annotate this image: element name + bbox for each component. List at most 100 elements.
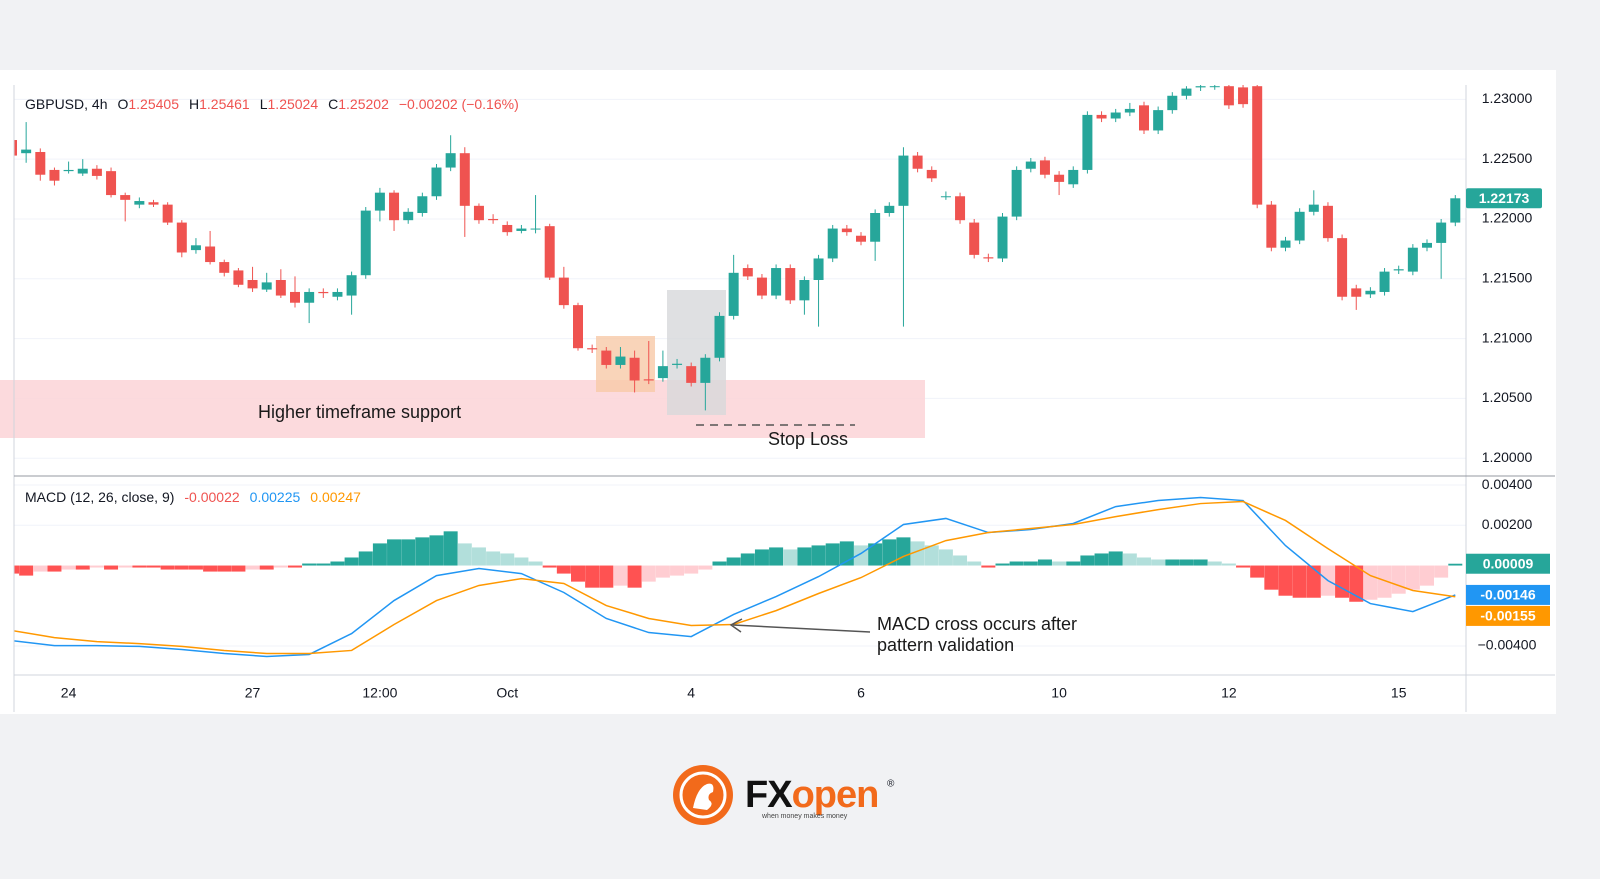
candle-body (431, 167, 442, 197)
candle-body (573, 305, 583, 349)
x-tick-label: Oct (496, 685, 518, 701)
histogram-bar (1094, 553, 1109, 566)
histogram-bar (1009, 561, 1024, 566)
histogram-bar (1250, 565, 1265, 578)
histogram-bar (203, 565, 218, 572)
histogram-bar (655, 565, 670, 578)
candle-body (332, 291, 343, 297)
histogram-bar (825, 543, 840, 566)
macd-note: pattern validation (877, 635, 1014, 655)
ohlc-value: 1.25405 (128, 96, 179, 112)
candle-body (1153, 110, 1164, 131)
candle-body (884, 205, 895, 214)
x-tick-label: 4 (687, 685, 695, 701)
histogram-bar (231, 565, 246, 572)
candle-body (488, 218, 499, 221)
histogram-bar (146, 565, 161, 568)
y-tick-label: 1.20500 (1482, 389, 1533, 405)
histogram-bar (1108, 551, 1123, 566)
arrow-head (729, 618, 743, 633)
candle-body (275, 280, 286, 296)
candle-body (657, 366, 668, 379)
logo-suffix: open (792, 774, 879, 816)
candle-body (502, 224, 513, 233)
candle-body (1365, 290, 1376, 295)
stop-loss-label: Stop Loss (768, 429, 848, 449)
logo-prefix: FX (745, 774, 793, 816)
histogram-bar (754, 549, 769, 566)
logo-icon-mark (693, 783, 714, 810)
candle-body (870, 213, 881, 242)
candle-body (162, 204, 173, 223)
candle-body (940, 196, 951, 198)
histogram-bar (1037, 559, 1052, 566)
y-tick-label: 1.20000 (1482, 449, 1533, 465)
candle-body (35, 151, 46, 175)
histogram-bar (868, 543, 883, 566)
candle-body (91, 168, 102, 176)
histogram-bar (14, 565, 19, 574)
candle-body (898, 155, 909, 206)
histogram-bar (330, 561, 345, 566)
histogram-bar (372, 543, 387, 566)
candle-body (997, 216, 1008, 259)
candle-body (459, 153, 470, 206)
histogram-bar (387, 539, 402, 566)
candle-body (1322, 205, 1333, 239)
candle-body (912, 155, 923, 169)
histogram-bar (118, 565, 133, 568)
ohlc-label: L (260, 96, 268, 112)
candle-body (1266, 204, 1277, 248)
candle-body (374, 192, 385, 211)
candle-body (1181, 88, 1192, 96)
candle-body (1280, 240, 1291, 248)
candle-body (1422, 242, 1432, 248)
candle-body (1082, 114, 1093, 170)
candle-body (1068, 169, 1079, 185)
histogram-bar (882, 539, 897, 566)
histogram-bar (641, 565, 656, 582)
histogram-bar (174, 565, 189, 570)
histogram-bar (1179, 559, 1194, 566)
histogram-bar (1292, 565, 1307, 598)
candle-body (1195, 86, 1206, 88)
x-tick-label: 12 (1221, 685, 1237, 701)
candle-body (1025, 161, 1036, 169)
candle-body (77, 168, 88, 174)
histogram-bar (1221, 563, 1236, 566)
candle-body (1252, 86, 1263, 205)
candle-body (148, 202, 159, 205)
candle-body (1450, 198, 1461, 223)
histogram-bar (1391, 565, 1406, 594)
candle-body (615, 356, 626, 365)
annotation-arrow (732, 624, 871, 633)
y-tick-label: 1.22000 (1482, 210, 1533, 226)
histogram-bar (344, 557, 359, 566)
candle-body (1167, 95, 1178, 111)
histogram-bar (896, 537, 911, 566)
logo-tagline: when money makes money (761, 813, 848, 820)
histogram-bar (698, 565, 713, 570)
candle-body (969, 222, 980, 255)
candle-body (1436, 222, 1447, 243)
candle-body (629, 357, 640, 381)
histogram-bar (1066, 561, 1081, 566)
histogram-bar (104, 565, 119, 570)
histogram-bar (769, 547, 784, 566)
candle-body (21, 149, 32, 154)
candle-body (176, 222, 187, 253)
candle-body (389, 192, 400, 221)
histogram-bar (500, 553, 515, 566)
histogram-bar (712, 561, 727, 566)
macd-line (14, 496, 1456, 658)
histogram-bar (1080, 555, 1095, 566)
histogram-bar (188, 565, 203, 570)
histogram-bar (726, 557, 741, 566)
y-tick-label: 1.21000 (1482, 329, 1533, 345)
histogram-bar (924, 545, 939, 566)
candle-body (190, 245, 201, 251)
line-value-label: -0.00155 (1480, 608, 1535, 624)
histogram-value-label: 0.00009 (1483, 555, 1534, 571)
histogram-bar (542, 565, 557, 568)
candle-body (445, 153, 456, 168)
